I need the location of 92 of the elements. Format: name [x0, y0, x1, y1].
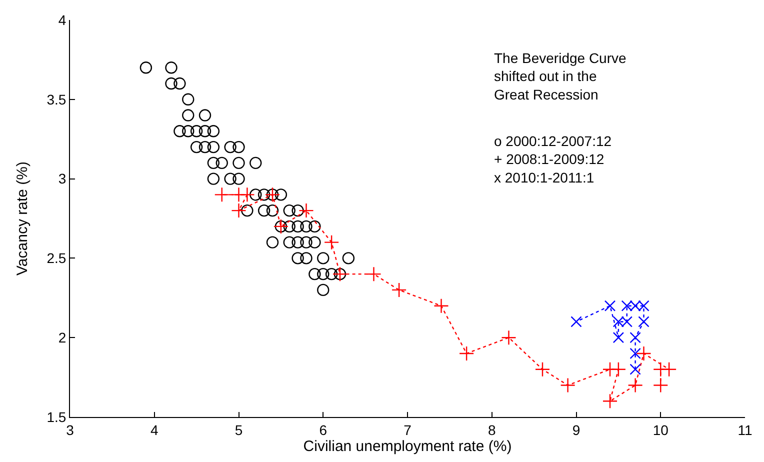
point [250, 156, 262, 170]
point [207, 156, 220, 170]
point [630, 348, 641, 360]
x-tick-label: 9 [572, 422, 580, 438]
point [240, 187, 255, 202]
point [317, 284, 330, 296]
annotation: o 2000:12-2007:12 + 2008:1-2009:12 x 2010:1-2011:1 [494, 133, 612, 186]
point [266, 236, 279, 248]
point [198, 140, 212, 154]
point [232, 140, 245, 154]
point [165, 77, 178, 90]
point [300, 236, 312, 248]
point [342, 252, 355, 264]
point [250, 188, 262, 201]
point [258, 204, 270, 217]
point [653, 378, 668, 393]
point [207, 140, 220, 154]
x-tick-label: 7 [404, 422, 412, 438]
point [190, 140, 203, 154]
point [604, 300, 616, 312]
point [534, 362, 550, 377]
point [190, 125, 203, 138]
point [434, 298, 449, 314]
point [630, 364, 641, 375]
point [165, 62, 178, 74]
point [638, 316, 650, 328]
y-tick-label: 2.5 [46, 250, 66, 266]
point [232, 172, 245, 185]
point [214, 187, 230, 202]
y-tick-label: 4 [58, 12, 66, 28]
point [258, 188, 270, 201]
y-tick-label: 3 [58, 170, 66, 187]
annotation: The Beveridge Curve shifted out in the Great Recession [494, 50, 627, 102]
point [308, 236, 321, 248]
point [366, 266, 382, 282]
point [207, 172, 220, 185]
point [317, 268, 330, 280]
point [501, 330, 516, 346]
y-axis-title: Vacancy rate (%) [14, 162, 31, 276]
y-tick-label: 3.5 [46, 91, 66, 108]
point [241, 204, 254, 217]
point [308, 268, 321, 280]
point [224, 140, 236, 154]
point [283, 204, 296, 217]
x-tick-label: 4 [150, 422, 158, 438]
point [560, 378, 576, 393]
x-tick-label: 11 [738, 422, 752, 438]
point [300, 252, 312, 264]
y-tick-label: 2 [58, 330, 66, 346]
point [298, 202, 314, 218]
point [283, 236, 296, 248]
point [325, 268, 338, 280]
point [292, 204, 304, 217]
point [182, 125, 194, 138]
point [612, 332, 624, 344]
point [198, 125, 212, 138]
point [292, 220, 304, 233]
point [610, 362, 626, 377]
x-axis-title: Civilian unemployment rate (%) [303, 438, 512, 455]
x-tick-label: 8 [488, 422, 496, 438]
point [232, 156, 245, 170]
point [207, 125, 220, 138]
point [198, 109, 212, 122]
point [391, 282, 407, 298]
point [231, 202, 246, 218]
point [636, 346, 652, 362]
y-tick-label: 1.5 [46, 408, 66, 425]
point [292, 236, 304, 248]
point [300, 220, 312, 233]
point [458, 346, 474, 362]
x-tick-label: 10 [652, 422, 669, 438]
point [630, 332, 641, 344]
point [570, 316, 582, 328]
point [182, 93, 194, 106]
point [274, 188, 288, 201]
point [224, 172, 236, 185]
point [317, 252, 330, 264]
point [602, 394, 618, 409]
point [283, 220, 296, 233]
point [174, 77, 186, 90]
x-tick-label: 6 [319, 422, 328, 438]
point [174, 125, 186, 138]
x-tick-label: 5 [234, 422, 243, 438]
point [266, 204, 279, 217]
point [653, 362, 668, 377]
point [292, 252, 304, 264]
point [308, 220, 321, 233]
point [140, 62, 152, 74]
point [324, 234, 340, 250]
point [182, 109, 194, 122]
point [216, 156, 228, 170]
point [628, 378, 643, 393]
